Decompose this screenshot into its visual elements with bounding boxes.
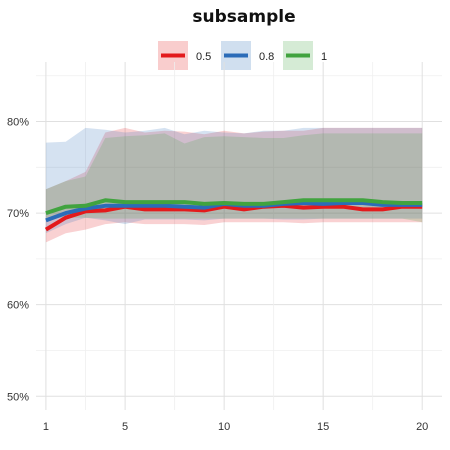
x-tick-label: 20 [416, 421, 428, 433]
legend-label: 1 [321, 51, 327, 63]
legend: 0.5 0.8 1 [158, 41, 327, 70]
chart-title: subsample [192, 7, 295, 27]
line-series-0.5 [44, 203, 423, 232]
legend-label: 0.5 [196, 51, 211, 63]
x-axis-ticks: 1 5 10 15 20 [43, 421, 428, 433]
y-tick-label: 60% [7, 300, 29, 312]
grid [36, 62, 442, 410]
x-tick-label: 15 [317, 421, 329, 433]
legend-item-0.5: 0.5 [158, 41, 211, 70]
y-tick-label: 50% [7, 391, 29, 403]
band-series-0.5 [45, 127, 423, 243]
y-tick-label: 80% [7, 117, 29, 129]
y-tick-label: 70% [7, 208, 29, 220]
legend-item-0.8: 0.8 [221, 41, 274, 70]
line-series-1 [45, 198, 423, 216]
confidence-bands [45, 127, 423, 243]
y-axis-ticks: 50% 60% 70% 80% [7, 117, 29, 404]
series-lines [44, 198, 423, 232]
x-tick-label: 5 [122, 421, 128, 433]
x-tick-label: 10 [218, 421, 230, 433]
legend-label: 0.8 [259, 51, 274, 63]
legend-item-1: 1 [283, 41, 327, 70]
x-tick-label: 1 [43, 421, 49, 433]
